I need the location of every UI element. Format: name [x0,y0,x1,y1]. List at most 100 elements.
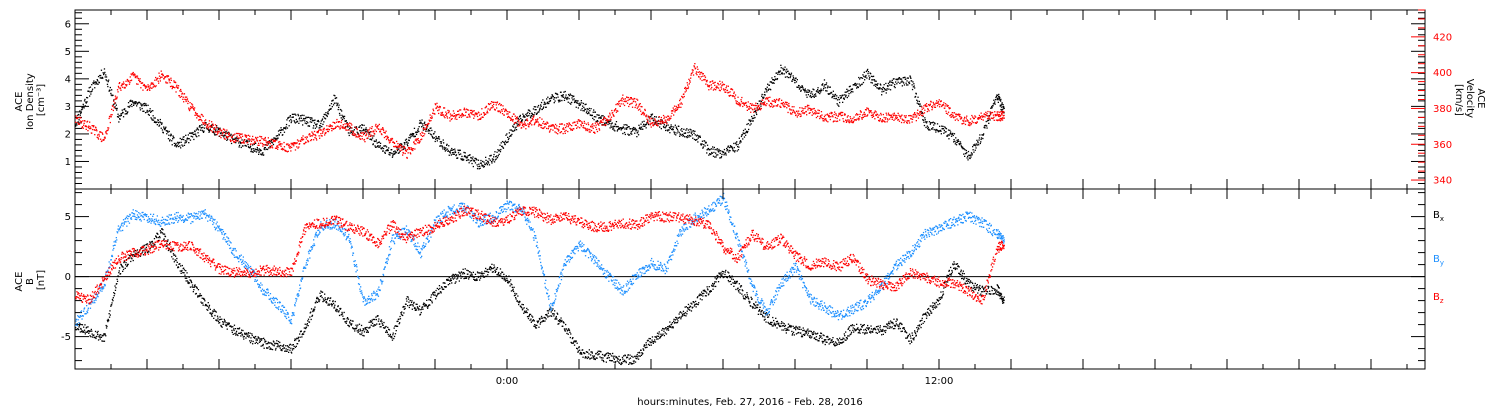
velocity-point [944,107,946,109]
ion-density-point [879,83,881,85]
bx-point [135,252,137,254]
ion-density-point [703,144,705,146]
velocity-point [780,106,782,108]
velocity-point [689,80,691,82]
ion-density-point [999,96,1001,99]
ion-density-point [178,141,181,144]
velocity-point [237,137,239,139]
bx-point [238,328,240,330]
ion-density-point [410,135,412,138]
velocity-point [866,115,868,117]
ion-density-point [330,103,333,105]
ion-density-point [749,120,751,123]
velocity-point [314,137,316,139]
velocity-point [449,117,451,119]
velocity-point [526,120,529,122]
velocity-point [432,108,434,110]
ion-density-point [639,126,641,128]
velocity-point [207,128,209,130]
ion-density-point [438,138,441,140]
ion-density-point [120,113,122,115]
ion-density-point [591,114,593,116]
velocity-point [610,116,613,118]
velocity-point [244,139,246,141]
velocity-point [267,137,269,139]
velocity-point [266,144,269,146]
ion-density-point [183,136,185,138]
velocity-point [721,81,723,83]
velocity-point [734,94,737,96]
velocity-point [768,104,770,106]
ion-density-point [325,112,327,114]
velocity-point [416,138,419,140]
ion-density-point [345,120,347,122]
velocity-point [148,86,150,88]
ion-density-point [918,100,920,103]
velocity-point [978,118,980,120]
velocity-point [439,107,441,109]
ion-density-point [319,127,321,129]
ion-density-point [916,99,918,101]
velocity-point [732,95,734,97]
ion-density-point [78,119,80,121]
velocity-point [493,101,495,103]
bx-point [114,293,116,295]
ion-density-point [529,112,531,115]
ion-density-point [216,125,218,127]
ion-density-point [498,150,500,152]
velocity-point [845,119,847,122]
bx-point [184,274,186,276]
velocity-point [178,95,181,97]
ion-density-point [177,143,179,145]
ion-density-point [324,113,326,116]
bx-point [186,272,188,274]
velocity-point [516,116,518,118]
velocity-point [312,132,314,134]
velocity-point [831,112,833,114]
velocity-point [263,144,266,146]
velocity-point [655,123,657,126]
ion-density-point [180,147,182,149]
ion-density-point [161,122,163,124]
velocity-point [244,134,246,136]
ion-density-point [171,144,173,146]
velocity-point [304,142,306,145]
bx-point [219,318,222,321]
ion-density-point [785,70,787,72]
velocity-point [975,116,977,118]
velocity-point [667,118,669,120]
ion-density-point [750,119,752,121]
velocity-point [801,112,804,114]
velocity-point [878,120,881,122]
velocity-point [905,116,907,119]
velocity-point [740,99,742,101]
ion-density-point [1003,106,1005,108]
ion-density-point [637,134,640,136]
velocity-point [247,134,250,136]
ion-density-point [613,125,615,127]
ion-density-point [426,127,428,129]
ion-density-point [511,133,513,136]
velocity-point [922,112,924,115]
velocity-point [80,120,83,123]
ion-density-point [848,93,850,95]
velocity-point [559,123,561,125]
velocity-point [924,104,926,106]
velocity-point [83,122,85,124]
ion-density-point [211,126,213,128]
ion-density-point [593,119,595,121]
ion-density-point [789,76,791,79]
bx-point [227,323,230,325]
bx-point [204,304,206,307]
velocity-point [901,118,903,120]
ion-density-point [515,126,517,128]
ion-density-point [326,115,328,118]
ion-density-point [264,147,266,149]
ion-density-point [183,138,185,141]
ion-density-point [808,89,810,92]
ion-density-point [919,103,921,105]
ion-density-point [313,125,315,127]
ion-density-point [403,142,405,144]
velocity-point [720,83,722,85]
ion-density-point [626,128,628,130]
